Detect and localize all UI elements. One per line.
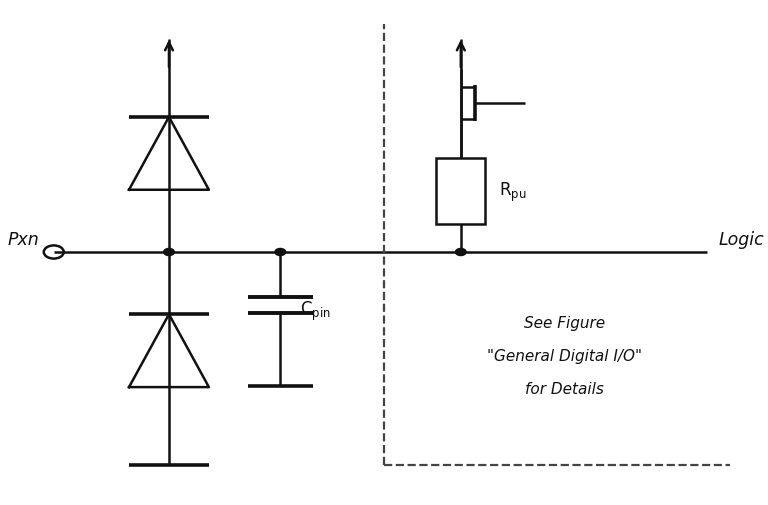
Text: See Figure: See Figure: [524, 316, 605, 331]
Text: Pxn: Pxn: [8, 231, 39, 249]
Text: "General Digital I/O": "General Digital I/O": [487, 348, 642, 364]
Circle shape: [455, 249, 466, 256]
Text: Logic: Logic: [718, 231, 763, 249]
Text: R$_{\mathregular{pu}}$: R$_{\mathregular{pu}}$: [499, 180, 527, 204]
Circle shape: [164, 249, 174, 256]
Bar: [436, 159, 485, 225]
Text: for Details: for Details: [525, 381, 604, 396]
Text: C$_{\mathregular{pin}}$: C$_{\mathregular{pin}}$: [300, 299, 330, 322]
Circle shape: [275, 249, 286, 256]
